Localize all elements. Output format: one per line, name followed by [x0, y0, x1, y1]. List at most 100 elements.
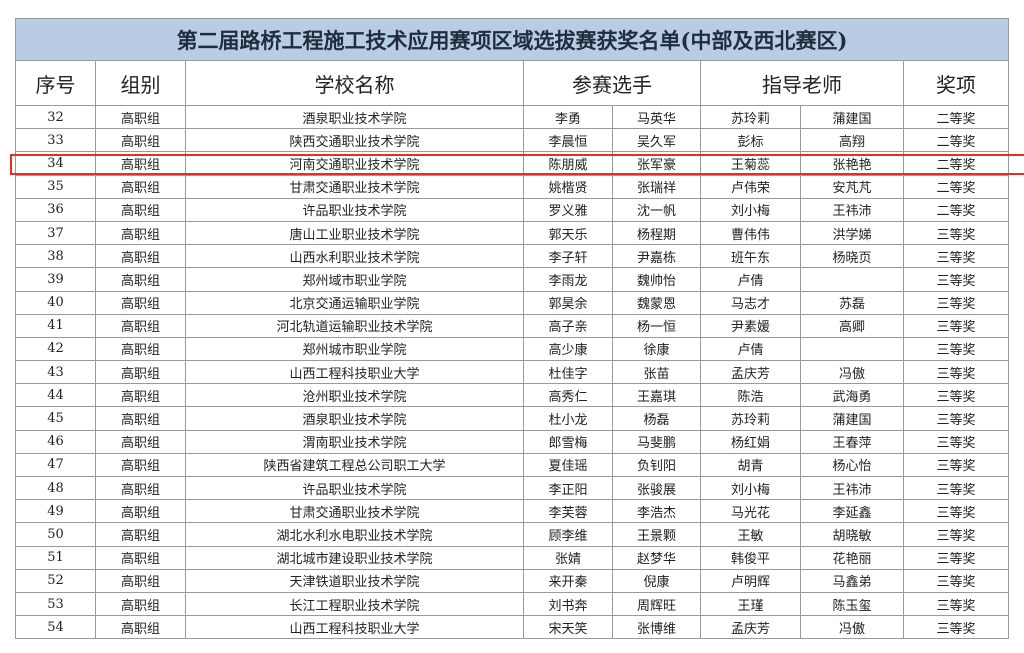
cell-group: 高职组 [95, 151, 186, 176]
award-table: 第二届路桥工程施工技术应用赛项区域选拔赛获奖名单(中部及西北赛区) 序号 组别 … [15, 18, 1009, 640]
cell-contestant-1: 杜佳字 [523, 360, 613, 385]
cell-advisor-1: 王瑾 [700, 591, 801, 617]
cell-advisor-1: 王菊蕊 [700, 151, 801, 176]
cell-contestant-1: 李正阳 [523, 475, 613, 501]
cell-advisor-1: 马光花 [700, 499, 801, 524]
cell-no: 41 [15, 313, 96, 338]
cell-contestant-1: 郭天乐 [523, 220, 613, 246]
table-row: 52 高职组 天津铁道职业技术学院 来开秦 倪康 卢明辉 马鑫弟 三等奖 [15, 568, 1009, 593]
cell-award: 二等奖 [903, 174, 1009, 199]
cell-contestant-1: 刘书奔 [523, 591, 613, 617]
cell-contestant-1: 高少康 [523, 336, 613, 362]
cell-advisor-1: 苏玲莉 [700, 406, 801, 431]
cell-advisor-1: 韩俊平 [700, 545, 801, 570]
cell-school: 酒泉职业技术学院 [185, 406, 524, 431]
cell-contestant-1: 杜小龙 [523, 406, 613, 431]
cell-award: 二等奖 [903, 104, 1009, 130]
cell-contestant-1: 宋天笑 [523, 615, 613, 640]
cell-group: 高职组 [95, 220, 186, 246]
cell-group: 高职组 [95, 290, 186, 315]
table-row: 48 高职组 许品职业技术学院 李正阳 张骏展 刘小梅 王祎沛 三等奖 [15, 475, 1009, 501]
cell-contestant-1: 姚楷贤 [523, 174, 613, 199]
cell-advisor-1: 彭标 [700, 128, 801, 153]
cell-advisor-2: 高翔 [800, 128, 904, 153]
cell-advisor-1: 王敏 [700, 522, 801, 547]
cell-advisor-1: 孟庆芳 [700, 615, 801, 640]
header-contestants: 参赛选手 [523, 60, 701, 106]
table-row: 53 高职组 长江工程职业技术学院 刘书奔 周辉旺 王瑾 陈玉玺 三等奖 [15, 591, 1009, 617]
cell-advisor-1: 刘小梅 [700, 197, 801, 222]
cell-advisor-1: 尹素媛 [700, 313, 801, 338]
cell-advisor-2: 高卿 [800, 313, 904, 338]
cell-school: 天津铁道职业技术学院 [185, 568, 524, 593]
cell-no: 44 [15, 383, 96, 408]
cell-school: 甘肃交通职业技术学院 [185, 174, 524, 199]
cell-advisor-1: 孟庆芳 [700, 360, 801, 385]
header-school: 学校名称 [185, 60, 524, 106]
cell-advisor-2: 李延鑫 [800, 499, 904, 524]
cell-contestant-1: 夏佳瑶 [523, 452, 613, 478]
cell-advisor-2: 苏磊 [800, 290, 904, 315]
cell-no: 43 [15, 360, 96, 385]
cell-advisor-2: 武海勇 [800, 383, 904, 408]
table-row: 41 高职组 河北轨道运输职业技术学院 高子亲 杨一恒 尹素媛 高卿 三等奖 [15, 313, 1009, 338]
cell-award: 三等奖 [903, 591, 1009, 617]
cell-contestant-2: 张博维 [612, 615, 701, 640]
cell-advisor-1: 曹伟伟 [700, 220, 801, 246]
table-row: 39 高职组 郑州域市职业学院 李雨龙 魏帅怡 卢倩 三等奖 [15, 267, 1009, 292]
cell-contestant-2: 马英华 [612, 104, 701, 130]
cell-award: 三等奖 [903, 568, 1009, 593]
cell-advisor-2: 陈玉玺 [800, 591, 904, 617]
header-award: 奖项 [903, 60, 1009, 106]
table-row: 54 高职组 山西工程科技职业大学 宋天笑 张博维 孟庆芳 冯傲 三等奖 [15, 615, 1009, 640]
cell-school: 山西工程科技职业大学 [185, 615, 524, 640]
table-row: 46 高职组 渭南职业技术学院 郎雪梅 马斐鹏 杨红娟 王春萍 三等奖 [15, 429, 1009, 454]
cell-advisor-1: 刘小梅 [700, 475, 801, 501]
cell-award: 三等奖 [903, 545, 1009, 570]
cell-advisor-2: 蒲建国 [800, 104, 904, 130]
cell-contestant-1: 陈朋威 [523, 151, 613, 176]
cell-contestant-1: 李晨恒 [523, 128, 613, 153]
cell-no: 39 [15, 267, 96, 292]
cell-contestant-2: 王景颗 [612, 522, 701, 547]
cell-no: 37 [15, 220, 96, 246]
cell-no: 38 [15, 244, 96, 269]
cell-school: 北京交通运输职业学院 [185, 290, 524, 315]
cell-group: 高职组 [95, 475, 186, 501]
cell-group: 高职组 [95, 174, 186, 199]
cell-school: 许品职业技术学院 [185, 197, 524, 222]
cell-group: 高职组 [95, 591, 186, 617]
cell-contestant-1: 李勇 [523, 104, 613, 130]
cell-advisor-1: 班午东 [700, 244, 801, 269]
cell-award: 三等奖 [903, 452, 1009, 478]
cell-group: 高职组 [95, 568, 186, 593]
cell-no: 53 [15, 591, 96, 617]
cell-contestant-2: 马斐鹏 [612, 429, 701, 454]
table-row: 49 高职组 甘肃交通职业技术学院 李芙蓉 李浩杰 马光花 李延鑫 三等奖 [15, 499, 1009, 524]
cell-no: 35 [15, 174, 96, 199]
cell-school: 河北轨道运输职业技术学院 [185, 313, 524, 338]
cell-advisor-1: 陈浩 [700, 383, 801, 408]
table-row: 32 高职组 酒泉职业技术学院 李勇 马英华 苏玲莉 蒲建国 二等奖 [15, 104, 1009, 130]
cell-school: 酒泉职业技术学院 [185, 104, 524, 130]
cell-award: 三等奖 [903, 336, 1009, 362]
cell-award: 三等奖 [903, 383, 1009, 408]
cell-award: 三等奖 [903, 267, 1009, 292]
cell-school: 湖北水利水电职业技术学院 [185, 522, 524, 547]
cell-advisor-2: 马鑫弟 [800, 568, 904, 593]
cell-no: 46 [15, 429, 96, 454]
cell-contestant-2: 魏蒙恩 [612, 290, 701, 315]
cell-group: 高职组 [95, 522, 186, 547]
cell-school: 山西工程科技职业大学 [185, 360, 524, 385]
cell-advisor-2: 胡晓敏 [800, 522, 904, 547]
cell-award: 二等奖 [903, 197, 1009, 222]
cell-school: 许品职业技术学院 [185, 475, 524, 501]
cell-group: 高职组 [95, 336, 186, 362]
cell-school: 唐山工业职业技术学院 [185, 220, 524, 246]
cell-contestant-2: 李浩杰 [612, 499, 701, 524]
cell-contestant-2: 杨程期 [612, 220, 701, 246]
cell-no: 34 [15, 151, 96, 176]
cell-advisor-2: 王祎沛 [800, 197, 904, 222]
table-row: 47 高职组 陕西省建筑工程总公司职工大学 夏佳瑶 负钊阳 胡青 杨心怡 三等奖 [15, 452, 1009, 478]
cell-group: 高职组 [95, 197, 186, 222]
